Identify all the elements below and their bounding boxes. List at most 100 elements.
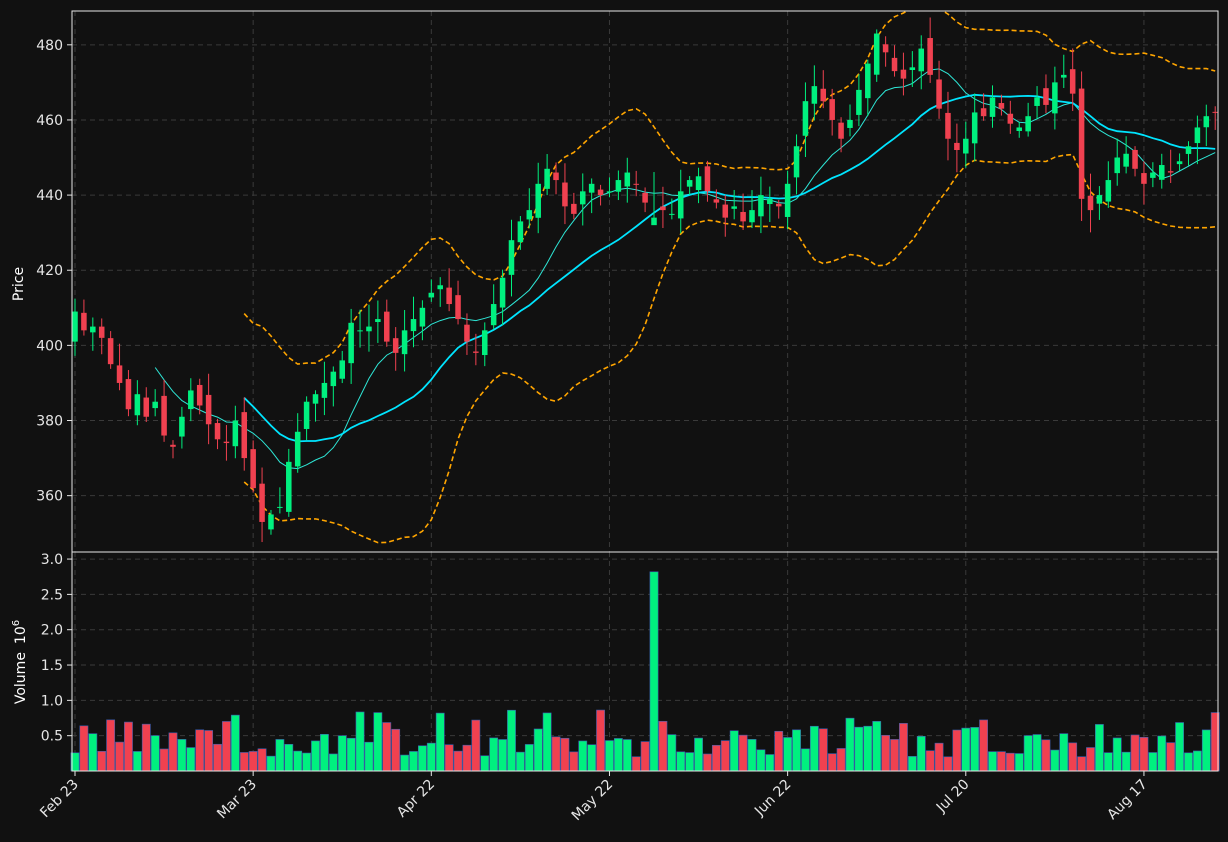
volume-bar (979, 719, 989, 772)
candle-body (401, 330, 408, 355)
volume-bar (952, 729, 962, 772)
candle-body (838, 122, 844, 139)
candle-body (482, 330, 488, 356)
bollinger-upper (243, 11, 1216, 365)
candle-body (562, 182, 568, 207)
volume-bar (1095, 724, 1104, 772)
candle-body (918, 48, 925, 72)
candle-body (624, 172, 631, 187)
candle-body (294, 431, 301, 467)
volume-bar (970, 727, 980, 772)
volume-bar (346, 737, 356, 772)
candle-body (321, 382, 328, 398)
volume-bar (551, 736, 561, 772)
candle-body (446, 287, 452, 305)
volume-axis-title: Volume 106 (11, 620, 29, 704)
candle-body (660, 206, 666, 211)
volume-axis-unit: 10 (13, 626, 29, 644)
panel-frames (71, 10, 1219, 772)
candle-body (615, 180, 622, 192)
volume-bar (943, 756, 953, 772)
candle-body (464, 324, 470, 342)
candle-body (571, 203, 577, 214)
candle-body (1141, 173, 1147, 184)
volume-tick-label: 1.0 (41, 693, 63, 709)
candle-body (606, 191, 613, 193)
volume-bar (222, 721, 231, 772)
candle-body (179, 416, 185, 437)
volume-bar (400, 754, 409, 772)
volume-bar (115, 741, 124, 772)
volume-bar (988, 751, 997, 772)
x-tick-label: Jun 22 (751, 777, 794, 820)
candle-body (891, 57, 898, 72)
volume-bar (489, 737, 499, 772)
candle-body (98, 326, 105, 338)
volume-bar (542, 712, 552, 772)
volume-tick-label: 2.0 (41, 623, 63, 639)
chart-axes: 360 380 400 420 440 460 480 0.5 1.0 1.5 2.0 2.5 3.0 F… (36, 38, 1151, 824)
candle-body (686, 180, 693, 187)
volume-bar (649, 571, 659, 772)
moving-averages (154, 68, 1216, 470)
x-tick-label: May 22 (569, 777, 617, 825)
candle-body (633, 183, 639, 185)
candle-body (1069, 69, 1076, 94)
volume-bar (907, 756, 917, 772)
candle-body (954, 142, 960, 151)
volume-bar (961, 727, 971, 772)
candle-body (223, 441, 230, 444)
volume-bar (1103, 752, 1113, 772)
volume-bar (204, 730, 214, 772)
candle-body (455, 295, 461, 320)
volume-bar (507, 709, 516, 772)
candle-body (259, 483, 265, 522)
candle-body (900, 69, 907, 79)
candle-body (161, 395, 167, 436)
volume-bar (587, 744, 597, 772)
candle-body (508, 240, 515, 275)
volume-bar (257, 748, 267, 772)
volume-bar (1148, 752, 1158, 772)
volume-bar (934, 742, 944, 772)
candle-body (1185, 146, 1192, 154)
volume-bar (311, 740, 320, 772)
volume-bar (213, 743, 222, 772)
volume-bar (827, 753, 837, 772)
candle-body (642, 192, 648, 203)
candle-body (811, 86, 818, 104)
candle-body (1203, 116, 1210, 128)
candle-body (366, 326, 372, 332)
ma-fast-line (154, 68, 1216, 470)
candle-body (579, 191, 586, 205)
volume-bar (667, 734, 677, 772)
chart-grid (72, 11, 1218, 771)
candle-body (669, 213, 675, 215)
volume-bar (899, 723, 908, 772)
candle-body (303, 401, 310, 429)
volume-axis-exponent: 6 (11, 620, 22, 626)
volume-bar (916, 735, 926, 772)
volume-bar (471, 719, 481, 772)
candle-body (428, 292, 435, 298)
volume-bar (613, 738, 623, 772)
volume-bar (836, 748, 846, 772)
volume-bar (845, 717, 855, 772)
volume-bar (498, 739, 507, 772)
volume-panel-frame (71, 551, 1219, 772)
candle-body (490, 304, 497, 326)
volume-bar (596, 709, 605, 772)
price-tick-label: 460 (36, 113, 63, 129)
volume-bar (997, 751, 1006, 772)
volume-bar (854, 726, 864, 772)
candle-body (544, 168, 550, 189)
candle-body (188, 390, 194, 410)
candle-body (588, 183, 595, 193)
candle-body (971, 112, 978, 144)
price-tick-label: 400 (36, 338, 63, 354)
volume-bar (881, 734, 891, 772)
volume-bar (284, 744, 294, 772)
candle-body (1132, 149, 1138, 169)
volume-bar (524, 744, 534, 772)
candle-body (882, 44, 889, 53)
